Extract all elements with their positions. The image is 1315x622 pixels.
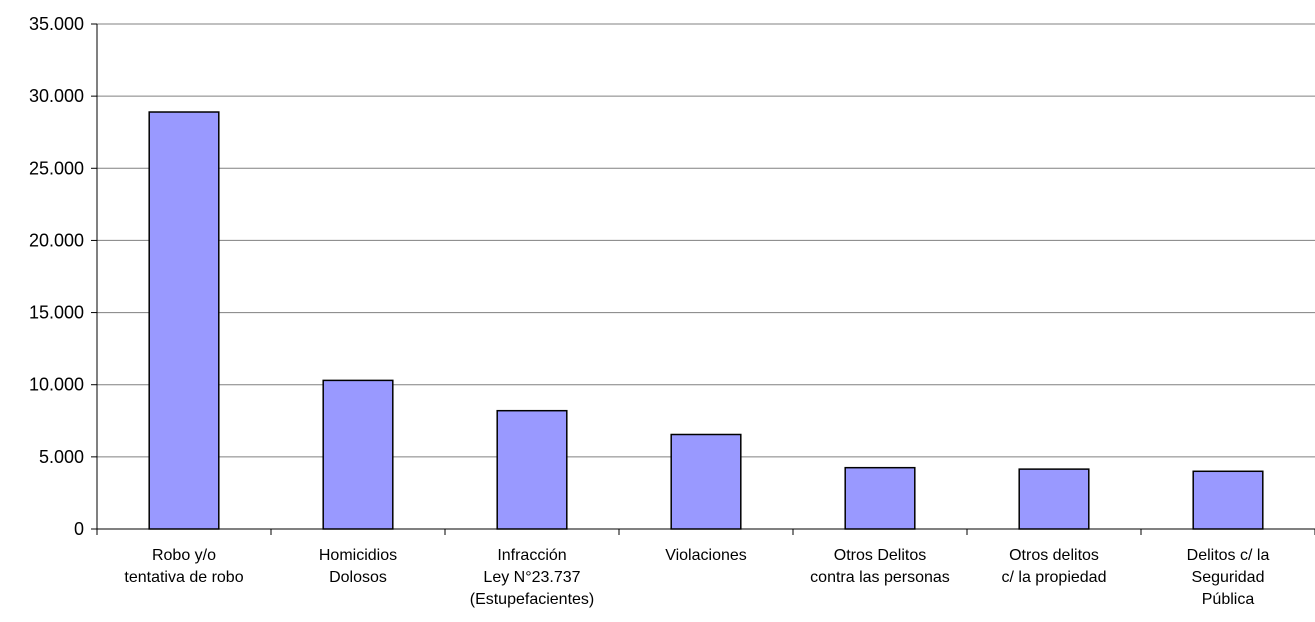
bar [1018, 468, 1090, 530]
x-tick-label-line: c/ la propiedad [1002, 569, 1107, 586]
y-tick-label: 35.000 [29, 14, 84, 34]
y-tick-label: 10.000 [29, 375, 84, 395]
x-tick-label: Violaciones [665, 547, 747, 564]
bar [844, 466, 916, 530]
x-tick-label-line: Violaciones [665, 547, 747, 564]
x-tick-label: Homicidios Dolosos [319, 547, 397, 586]
y-tick-label: 25.000 [29, 158, 84, 178]
x-tick-label-line: Otros Delitos [834, 547, 926, 564]
axes [91, 23, 1315, 535]
x-tick-label-line: Otros delitos [1009, 547, 1099, 564]
x-tick-label-line: tentativa de robo [124, 569, 243, 586]
y-tick-label: 0 [74, 519, 84, 539]
bar [148, 111, 220, 530]
x-tick-label-line: (Estupefacientes) [470, 591, 595, 608]
y-tick-label: 15.000 [29, 303, 84, 323]
bar [496, 409, 568, 530]
y-tick-label: 20.000 [29, 230, 84, 250]
y-tick-label: 30.000 [29, 86, 84, 106]
y-tick-label: 5.000 [39, 447, 84, 467]
x-tick-labels: Robo y/o tentativa de robo Homicidios Dolos… [124, 547, 1269, 608]
x-tick-label-line: Infracción [497, 547, 566, 564]
x-tick-label-line: Pública [1202, 591, 1255, 608]
bar [1192, 470, 1264, 530]
gridlines [97, 23, 1315, 458]
x-tick-label-line: Dolosos [329, 569, 387, 586]
bars [148, 111, 1264, 530]
x-tick-label-line: Robo y/o [152, 547, 216, 564]
x-tick-label-line: Homicidios [319, 547, 397, 564]
x-tick-label: Delitos c/ la Seguridad Pública [1187, 547, 1270, 608]
x-tick-label-line: Seguridad [1192, 569, 1265, 586]
bar [670, 433, 742, 530]
x-tick-label-line: contra las personas [810, 569, 950, 586]
x-tick-label: Robo y/o tentativa de robo [124, 547, 243, 586]
x-tick-label: Infracción Ley N°23.737 (Estupefacientes) [470, 547, 595, 608]
x-tick-label-line: Ley N°23.737 [483, 569, 580, 586]
bar [322, 379, 394, 530]
x-tick-label: Otros delitos c/ la propiedad [1002, 547, 1107, 586]
x-tick-label-line: Delitos c/ la [1187, 547, 1270, 564]
y-tick-labels: 0 5.000 10.000 15.000 20.000 25.000 30.000 35.0… [29, 14, 84, 539]
x-tick-label: Otros Delitos contra las personas [810, 547, 950, 586]
